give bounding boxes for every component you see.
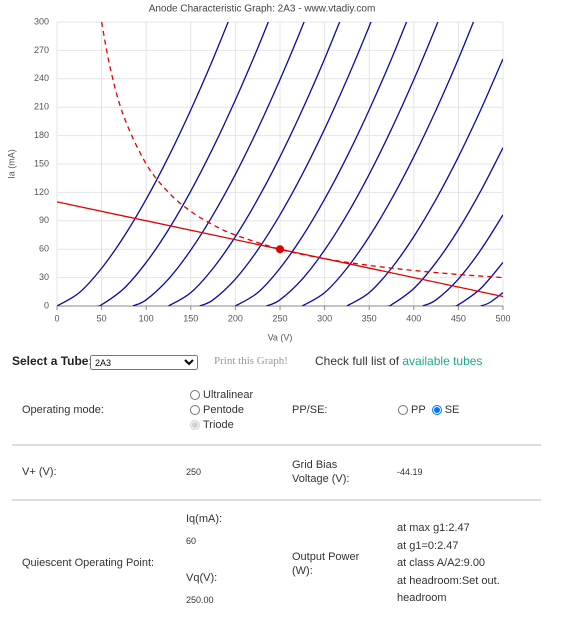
x-tick-label: 300 — [317, 313, 332, 323]
y-tick-label: 150 — [34, 158, 49, 168]
y-tick-label: 180 — [34, 130, 49, 140]
vplus-value: 250 — [186, 467, 202, 477]
iq-label: Iq(mA): — [186, 513, 223, 525]
power-list: at max g1:2.47 at g1=0:2.47 at class A/A… — [397, 520, 537, 608]
select-label: Select a Tube: — [12, 354, 93, 368]
chart-title: Anode Characteristic Graph: 2A3 - www.vt… — [149, 4, 376, 15]
check-label: Check full list of — [315, 354, 403, 368]
x-tick-label: 0 — [54, 313, 59, 323]
x-tick-label: 200 — [228, 313, 243, 323]
ppse-radio[interactable] — [431, 405, 442, 415]
chart: Anode Characteristic Graph: 2A3 - www.vt… — [6, 4, 510, 343]
mode-option: Pentode — [190, 404, 253, 416]
x-tick-label: 50 — [97, 313, 107, 323]
curve — [235, 22, 408, 306]
mode-group: Ultralinear Pentode Triode — [190, 389, 253, 431]
x-tick-label: 350 — [362, 313, 377, 323]
mode-text: Triode — [203, 419, 234, 431]
y-tick-label: 270 — [34, 45, 49, 55]
ppse-label: PP/SE: — [292, 404, 328, 416]
y-tick-label: 120 — [34, 187, 49, 197]
check-text: Check full list of available tubes — [315, 354, 482, 368]
ppse-option: PP — [398, 404, 426, 416]
vplus-label: V+ (V): — [22, 466, 57, 478]
y-tick-label: 60 — [39, 244, 49, 254]
mode-label: Operating mode: — [22, 404, 104, 416]
ppse-text: SE — [444, 404, 460, 416]
curve — [132, 22, 305, 306]
ppse-group: PP SE — [398, 404, 459, 416]
plot-area — [57, 22, 503, 306]
power-item: at g1=0:2.47 — [397, 539, 459, 552]
curve — [422, 214, 503, 306]
y-tick-label: 30 — [39, 272, 49, 282]
vq-value: 250.00 — [186, 595, 214, 605]
curve — [346, 58, 503, 306]
y-tick-label: 90 — [39, 215, 49, 225]
operating-point — [276, 245, 284, 254]
x-tick-label: 150 — [183, 313, 198, 323]
y-tick-label: 300 — [34, 16, 49, 26]
curve — [199, 22, 372, 306]
power-label: Output Power (W): — [292, 551, 360, 577]
qop-label: Quiescent Operating Point: — [22, 557, 155, 569]
y-tick-label: 0 — [44, 300, 49, 310]
ppse-text: PP — [411, 404, 426, 416]
ppse-radio[interactable] — [398, 405, 408, 415]
print-button[interactable]: Print this Graph! — [214, 355, 288, 367]
ppse-option: SE — [431, 404, 460, 416]
curve — [168, 22, 341, 306]
mode-text: Ultralinear — [203, 389, 254, 401]
curve — [386, 147, 503, 306]
y-tick-label: 240 — [34, 73, 49, 83]
x-tick-label: 100 — [139, 313, 154, 323]
curve — [266, 22, 439, 306]
curve — [480, 292, 503, 306]
y-tick-label: 210 — [34, 102, 49, 112]
tubes-link[interactable]: available tubes — [402, 354, 483, 368]
row-divider — [12, 444, 541, 446]
curve — [100, 22, 503, 279]
mode-option: Triode — [190, 419, 253, 431]
y-axis-label: Ia (mA) — [6, 149, 16, 179]
curve — [57, 22, 229, 306]
tube-select[interactable]: 2A3 — [90, 355, 198, 370]
mode-option: Ultralinear — [190, 389, 253, 401]
mode-radio[interactable] — [190, 390, 200, 400]
x-tick-label: 450 — [451, 313, 466, 323]
bias-label: Grid Bias Voltage (V): — [292, 459, 350, 485]
power-item: at max g1:2.47 — [397, 522, 470, 534]
curve — [453, 262, 503, 306]
curve — [96, 22, 270, 306]
power-item: at class A/A2:9.00 — [397, 557, 486, 569]
vq-label: Vq(V): — [186, 572, 218, 584]
mode-radio — [190, 420, 200, 430]
x-tick-label: 400 — [406, 313, 421, 323]
curve — [301, 22, 475, 306]
x-tick-label: 500 — [495, 313, 510, 323]
power-item: at headroom:Set out. headroom — [397, 574, 500, 605]
iq-value: 60 — [186, 536, 197, 546]
row-divider — [12, 499, 541, 501]
mode-radio[interactable] — [190, 405, 200, 415]
bias-value: -44.19 — [397, 467, 423, 477]
x-axis-label: Va (V) — [268, 332, 293, 342]
x-tick-label: 250 — [272, 313, 287, 323]
mode-text: Pentode — [203, 404, 244, 416]
